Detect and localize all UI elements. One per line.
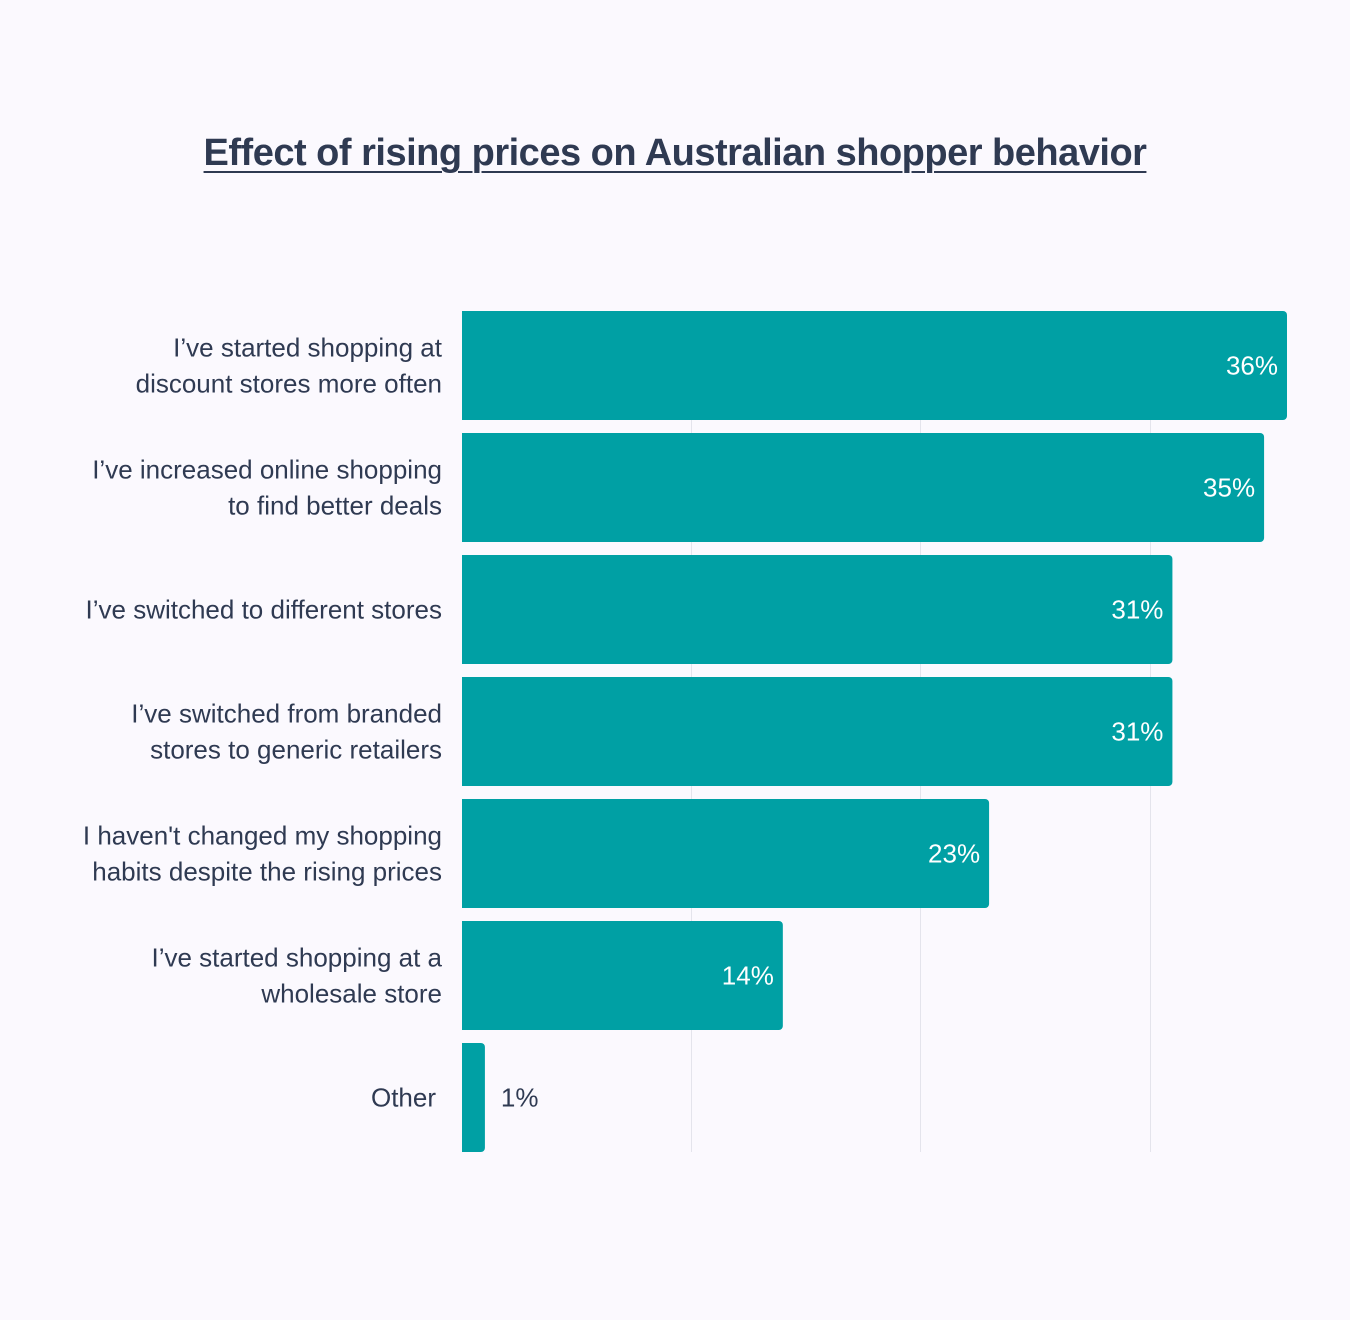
category-label-line: stores to generic retailers bbox=[150, 735, 442, 765]
bar-4 bbox=[462, 799, 990, 908]
value-label-1: 35% bbox=[1203, 473, 1255, 503]
category-label-line: Other bbox=[371, 1083, 436, 1113]
category-label-6: Other bbox=[371, 1083, 436, 1113]
bar-edge-6 bbox=[462, 1043, 468, 1152]
category-label-4: I haven't changed my shopping habits desp… bbox=[83, 821, 442, 887]
category-label-5: I’ve started shopping at a wholesale stor… bbox=[151, 943, 442, 1009]
value-label-4: 23% bbox=[928, 839, 980, 869]
bar-edge-3 bbox=[462, 677, 468, 786]
bar-edge-0 bbox=[462, 311, 468, 420]
bar-edge-5 bbox=[462, 921, 468, 1030]
bar-edge-2 bbox=[462, 555, 468, 664]
category-label-line: I haven't changed my shopping bbox=[83, 821, 442, 851]
category-label-0: I’ve started shopping at discount stores … bbox=[136, 333, 443, 399]
category-label-1: I’ve increased online shopping to find be… bbox=[92, 455, 442, 521]
category-label-line: discount stores more often bbox=[136, 369, 442, 399]
bar-1 bbox=[462, 433, 1265, 542]
value-labels: 36% 35% 31% 31% 23% 14% 1% bbox=[501, 351, 1278, 1113]
value-label-3: 31% bbox=[1111, 717, 1163, 747]
category-label-line: I’ve switched to different stores bbox=[86, 595, 442, 625]
category-label-2: I’ve switched to different stores bbox=[86, 595, 442, 625]
value-label-6: 1% bbox=[501, 1083, 539, 1113]
bar-3 bbox=[462, 677, 1173, 786]
category-label-line: I’ve started shopping at bbox=[173, 333, 443, 363]
category-label-line: habits despite the rising prices bbox=[92, 857, 442, 887]
category-label-line: I’ve increased online shopping bbox=[92, 455, 442, 485]
value-label-5: 14% bbox=[722, 961, 774, 991]
bar-edge-1 bbox=[462, 433, 468, 542]
chart-title: Effect of rising prices on Australian sh… bbox=[203, 132, 1147, 174]
bar-5 bbox=[462, 921, 783, 1030]
bars bbox=[462, 311, 1287, 1152]
category-label-line: I’ve switched from branded bbox=[131, 699, 442, 729]
value-label-2: 31% bbox=[1111, 595, 1163, 625]
bar-2 bbox=[462, 555, 1173, 664]
category-labels: I’ve started shopping at discount stores … bbox=[83, 333, 443, 1113]
category-label-line: to find better deals bbox=[228, 491, 442, 521]
category-label-line: I’ve started shopping at a bbox=[151, 943, 442, 973]
category-label-line: wholesale store bbox=[260, 979, 442, 1009]
category-label-3: I’ve switched from branded stores to gene… bbox=[131, 699, 442, 765]
bar-0 bbox=[462, 311, 1287, 420]
bar-edge-4 bbox=[462, 799, 468, 908]
value-label-0: 36% bbox=[1226, 351, 1278, 381]
